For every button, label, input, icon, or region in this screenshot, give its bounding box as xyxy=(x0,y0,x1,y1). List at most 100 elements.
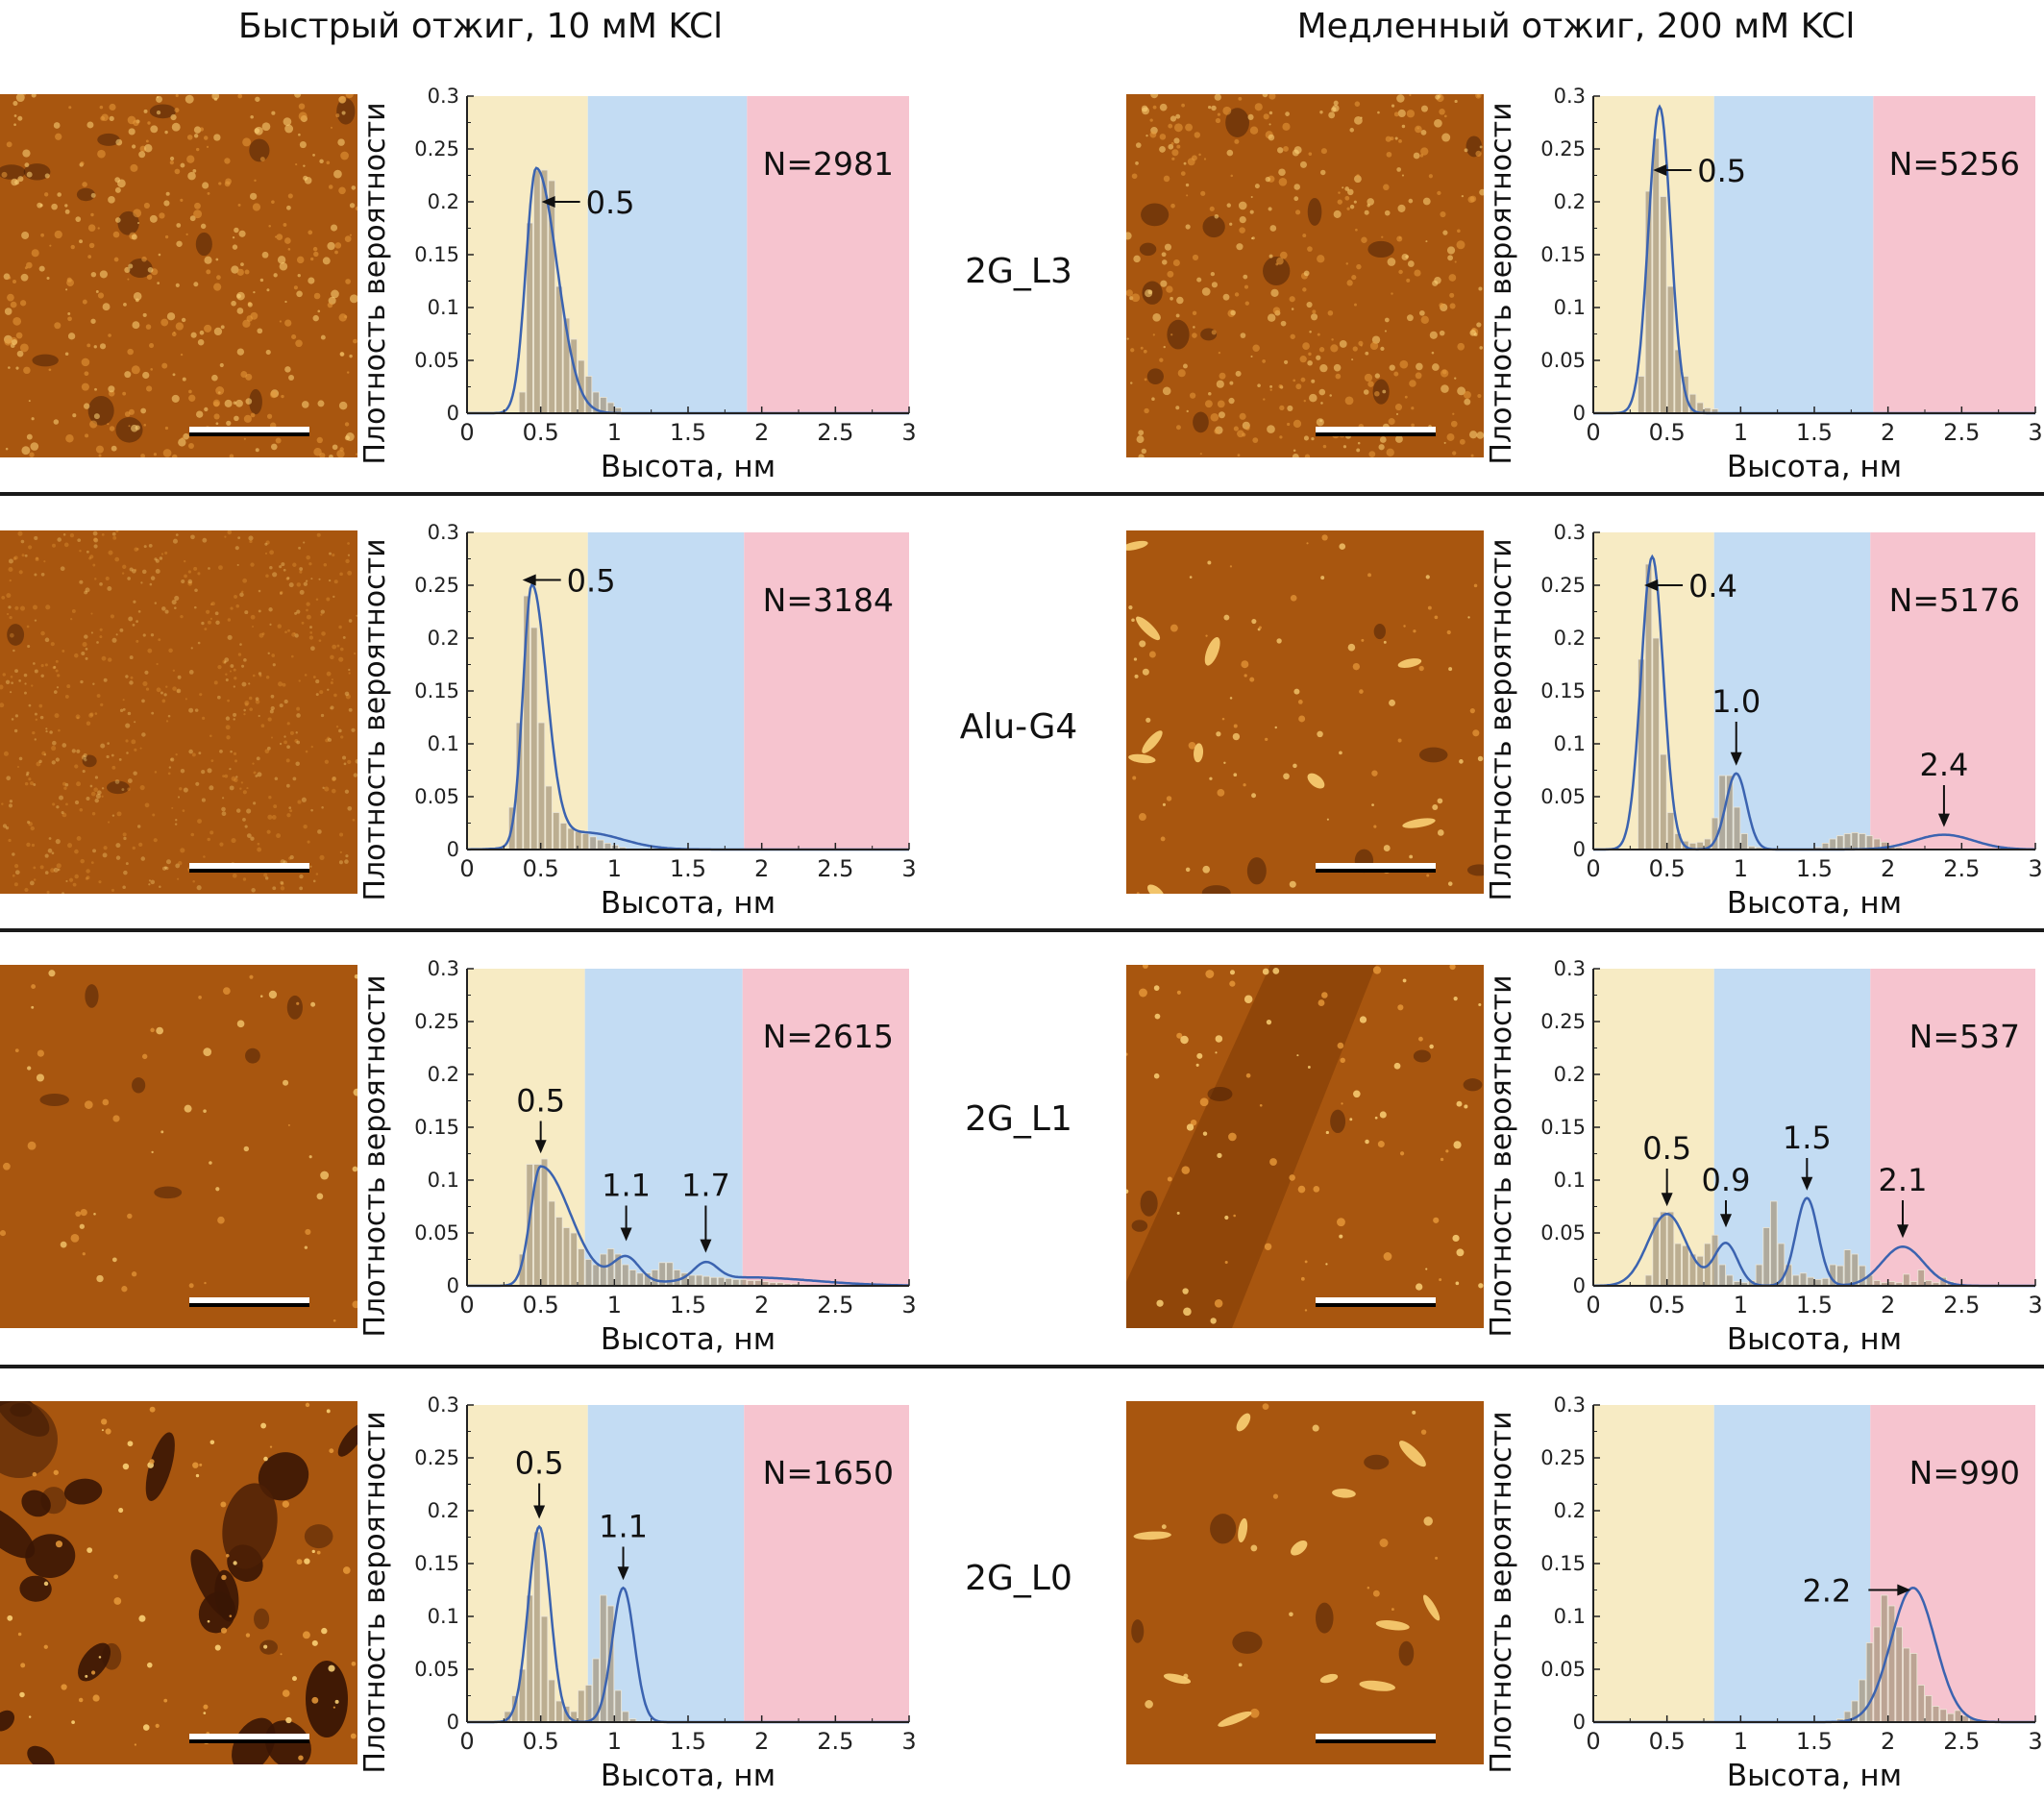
afm-particle xyxy=(135,639,139,643)
afm-particle xyxy=(294,94,302,98)
afm-particle xyxy=(242,137,252,147)
peak-annotation: 2.1 xyxy=(1879,1162,1927,1239)
histogram-bar xyxy=(1925,1695,1933,1723)
afm-particle xyxy=(280,590,283,595)
afm-particle xyxy=(1235,370,1242,377)
afm-particle xyxy=(237,653,242,656)
afm-particle xyxy=(246,787,249,790)
y-tick-label: 0.25 xyxy=(414,137,459,160)
afm-particle xyxy=(1355,228,1358,232)
afm-particle xyxy=(17,115,23,121)
afm-pit xyxy=(1131,1220,1148,1232)
afm-particle xyxy=(131,234,137,240)
afm-particle xyxy=(321,805,324,809)
afm-particle xyxy=(1469,707,1475,714)
afm-particle xyxy=(88,556,92,560)
afm-particle xyxy=(241,590,244,593)
afm-particle xyxy=(115,855,121,860)
afm-particle xyxy=(96,1274,104,1283)
afm-image-2g-l3-fast xyxy=(0,94,357,457)
x-tick-label: 1.5 xyxy=(670,419,706,446)
y-axis-label: Плотность вероятности xyxy=(1485,102,1518,464)
afm-particle xyxy=(1452,1234,1460,1243)
afm-particle xyxy=(126,752,129,754)
afm-particle xyxy=(219,842,224,847)
afm-particle xyxy=(1420,130,1427,136)
afm-particle xyxy=(1217,400,1225,408)
afm-particle xyxy=(1439,330,1445,336)
afm-rod xyxy=(1423,1594,1441,1621)
afm-particle xyxy=(94,798,99,803)
afm-particle xyxy=(339,832,344,837)
histogram-bar xyxy=(1947,1713,1955,1723)
afm-particle xyxy=(308,635,314,640)
afm-particle xyxy=(56,805,60,809)
afm-particle xyxy=(1441,384,1449,393)
afm-rod xyxy=(1133,1531,1171,1540)
afm-particle xyxy=(294,739,299,743)
afm-particle xyxy=(31,417,35,421)
scale-bar xyxy=(189,427,309,432)
afm-particle xyxy=(198,996,202,999)
afm-particle xyxy=(236,293,241,299)
afm-particle xyxy=(1245,1072,1251,1078)
histogram-bar xyxy=(1740,833,1748,850)
y-tick-label: 0.1 xyxy=(1554,1605,1586,1628)
afm-particle xyxy=(1126,289,1133,297)
afm-particle xyxy=(243,414,252,423)
afm-particle xyxy=(44,853,49,858)
afm-rod xyxy=(1136,616,1161,641)
afm-particle xyxy=(244,825,248,828)
afm-particle xyxy=(330,705,334,710)
afm-particle xyxy=(283,1079,289,1086)
afm-particle xyxy=(344,235,352,242)
afm-particle xyxy=(1467,616,1470,619)
afm-particle xyxy=(26,433,33,440)
afm-particle xyxy=(269,1445,273,1448)
afm-particle xyxy=(8,366,11,369)
afm-particle xyxy=(1311,379,1316,383)
afm-particle xyxy=(55,669,59,673)
x-axis-label: Высота, нм xyxy=(1727,450,1902,484)
afm-particle xyxy=(123,836,127,841)
afm-particle xyxy=(227,530,233,535)
afm-particle xyxy=(213,680,218,685)
afm-particle xyxy=(1238,1663,1243,1667)
afm-particle xyxy=(1229,970,1236,975)
afm-particle xyxy=(298,546,302,550)
afm-particle xyxy=(315,598,319,602)
afm-particle xyxy=(305,1402,310,1408)
afm-particle xyxy=(82,182,87,187)
afm-particle xyxy=(89,712,94,717)
afm-particle xyxy=(344,859,349,864)
afm-pit xyxy=(1140,1190,1158,1217)
afm-particle xyxy=(1346,280,1353,286)
afm-particle xyxy=(1229,222,1233,226)
arrow-head-icon xyxy=(620,1227,632,1242)
afm-particle xyxy=(1259,1103,1263,1107)
afm-particle xyxy=(347,570,353,576)
afm-particle xyxy=(338,656,344,662)
afm-particle xyxy=(1186,409,1189,413)
afm-particle xyxy=(134,568,137,572)
x-tick-label: 2 xyxy=(754,855,769,882)
afm-particle xyxy=(15,332,23,339)
afm-particle xyxy=(233,718,235,721)
afm-particle xyxy=(1193,326,1195,329)
afm-particle xyxy=(1126,232,1132,240)
afm-particle xyxy=(1338,191,1341,194)
afm-particle xyxy=(335,113,340,118)
afm-particle xyxy=(222,659,227,664)
peak-label: 0.5 xyxy=(586,185,635,221)
x-axis-label: Высота, нм xyxy=(601,1759,776,1793)
afm-particle xyxy=(161,606,166,611)
afm-particle xyxy=(1142,965,1148,969)
afm-particle xyxy=(1126,337,1129,340)
afm-particle xyxy=(1317,333,1320,336)
afm-particle xyxy=(4,308,12,315)
afm-particle xyxy=(1186,194,1189,197)
afm-particle xyxy=(1128,605,1133,610)
afm-particle xyxy=(276,234,283,240)
afm-particle xyxy=(160,553,164,555)
afm-particle xyxy=(40,572,45,577)
